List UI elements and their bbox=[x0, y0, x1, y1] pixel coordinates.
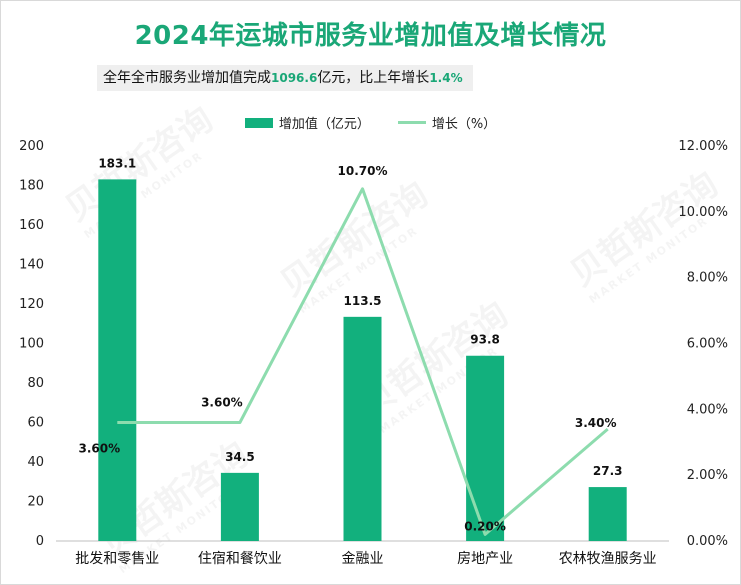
y-left-tick-label: 100 bbox=[19, 337, 44, 352]
summary-mid: 亿元，比上年增长 bbox=[317, 70, 430, 86]
y-right-tick-label: 8.00% bbox=[687, 271, 728, 286]
y-right-tick-label: 12.00% bbox=[678, 139, 728, 154]
line-data-label: 0.20% bbox=[464, 519, 506, 533]
bar-data-label: 34.5 bbox=[225, 450, 255, 464]
y-right-tick-label: 4.00% bbox=[687, 402, 728, 417]
legend: 增加值（亿元） 增长（%） bbox=[1, 113, 740, 132]
summary-box: 全年全市服务业增加值完成1096.6亿元，比上年增长1.4% bbox=[97, 65, 473, 91]
line-data-label: 3.40% bbox=[575, 416, 617, 430]
y-right-tick-label: 0.00% bbox=[687, 534, 728, 549]
legend-item-bar: 增加值（亿元） bbox=[244, 113, 370, 132]
bar-data-label: 183.1 bbox=[98, 156, 136, 170]
x-tick-label: 金融业 bbox=[342, 551, 384, 567]
summary-value: 1096.6 bbox=[271, 71, 318, 85]
bar-data-label: 27.3 bbox=[593, 464, 623, 478]
y-left-tick-label: 140 bbox=[19, 258, 44, 273]
x-tick-label: 房地产业 bbox=[457, 551, 513, 567]
chart-title: 2024年运城市服务业增加值及增长情况 bbox=[134, 21, 607, 51]
summary-growth: 1.4% bbox=[429, 71, 463, 85]
x-tick-label: 住宿和餐饮业 bbox=[198, 550, 282, 567]
bar-data-label: 113.5 bbox=[344, 294, 382, 308]
legend-label-bar: 增加值（亿元） bbox=[278, 117, 370, 132]
y-left-tick-label: 200 bbox=[19, 139, 44, 154]
y-left-tick-label: 40 bbox=[27, 455, 44, 470]
y-left-tick-label: 120 bbox=[19, 297, 44, 312]
x-tick-label: 农林牧渔服务业 bbox=[559, 551, 657, 567]
bar bbox=[466, 355, 505, 541]
bar-data-label: 93.8 bbox=[470, 333, 500, 347]
bar bbox=[98, 179, 137, 541]
legend-swatch-line bbox=[397, 121, 426, 124]
y-left-tick-label: 60 bbox=[27, 416, 44, 431]
line-data-label: 10.70% bbox=[338, 164, 388, 178]
y-left-tick-label: 180 bbox=[19, 179, 44, 194]
line-data-label: 3.60% bbox=[78, 442, 120, 456]
legend-label-line: 增长（%） bbox=[431, 117, 497, 132]
legend-swatch-bar bbox=[244, 117, 273, 128]
x-tick-label: 批发和零售业 bbox=[75, 551, 159, 567]
y-left-tick-label: 80 bbox=[27, 376, 44, 391]
y-right-tick-label: 10.00% bbox=[678, 205, 728, 220]
y-right-tick-label: 6.00% bbox=[687, 337, 728, 352]
legend-item-line: 增长（%） bbox=[397, 113, 497, 132]
bar bbox=[588, 487, 627, 541]
summary-prefix: 全年全市服务业增加值完成 bbox=[103, 70, 271, 86]
bar bbox=[343, 316, 382, 541]
bar bbox=[220, 472, 259, 541]
y-left-tick-label: 0 bbox=[36, 534, 44, 549]
y-right-tick-label: 2.00% bbox=[687, 468, 728, 483]
y-left-tick-label: 20 bbox=[27, 495, 44, 510]
growth-line bbox=[117, 187, 609, 536]
y-left-tick-label: 160 bbox=[19, 218, 44, 233]
line-data-label: 3.60% bbox=[201, 396, 243, 410]
